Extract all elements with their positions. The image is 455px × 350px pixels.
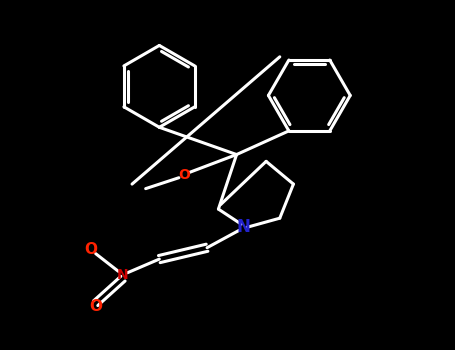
Text: O: O (85, 243, 98, 258)
Text: N: N (117, 268, 129, 282)
Text: N: N (237, 218, 250, 236)
Text: O: O (89, 299, 102, 314)
Text: O: O (178, 168, 190, 182)
